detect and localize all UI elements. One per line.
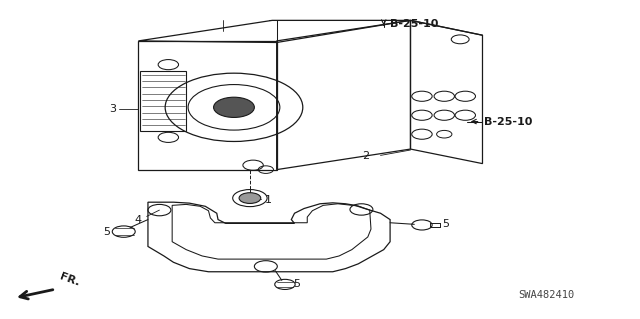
Text: B-25-10: B-25-10	[390, 19, 438, 28]
FancyBboxPatch shape	[140, 71, 186, 131]
Text: 3: 3	[109, 104, 116, 114]
Text: 4: 4	[134, 215, 141, 225]
Text: 1: 1	[264, 195, 271, 205]
Text: 5: 5	[442, 219, 449, 229]
Text: 2: 2	[363, 151, 370, 161]
Text: 5: 5	[293, 279, 300, 289]
Text: 5: 5	[102, 227, 109, 237]
Circle shape	[214, 97, 254, 117]
Circle shape	[239, 193, 260, 204]
Text: FR.: FR.	[59, 271, 81, 288]
Text: SWA482410: SWA482410	[518, 291, 574, 300]
Text: B-25-10: B-25-10	[484, 117, 532, 127]
